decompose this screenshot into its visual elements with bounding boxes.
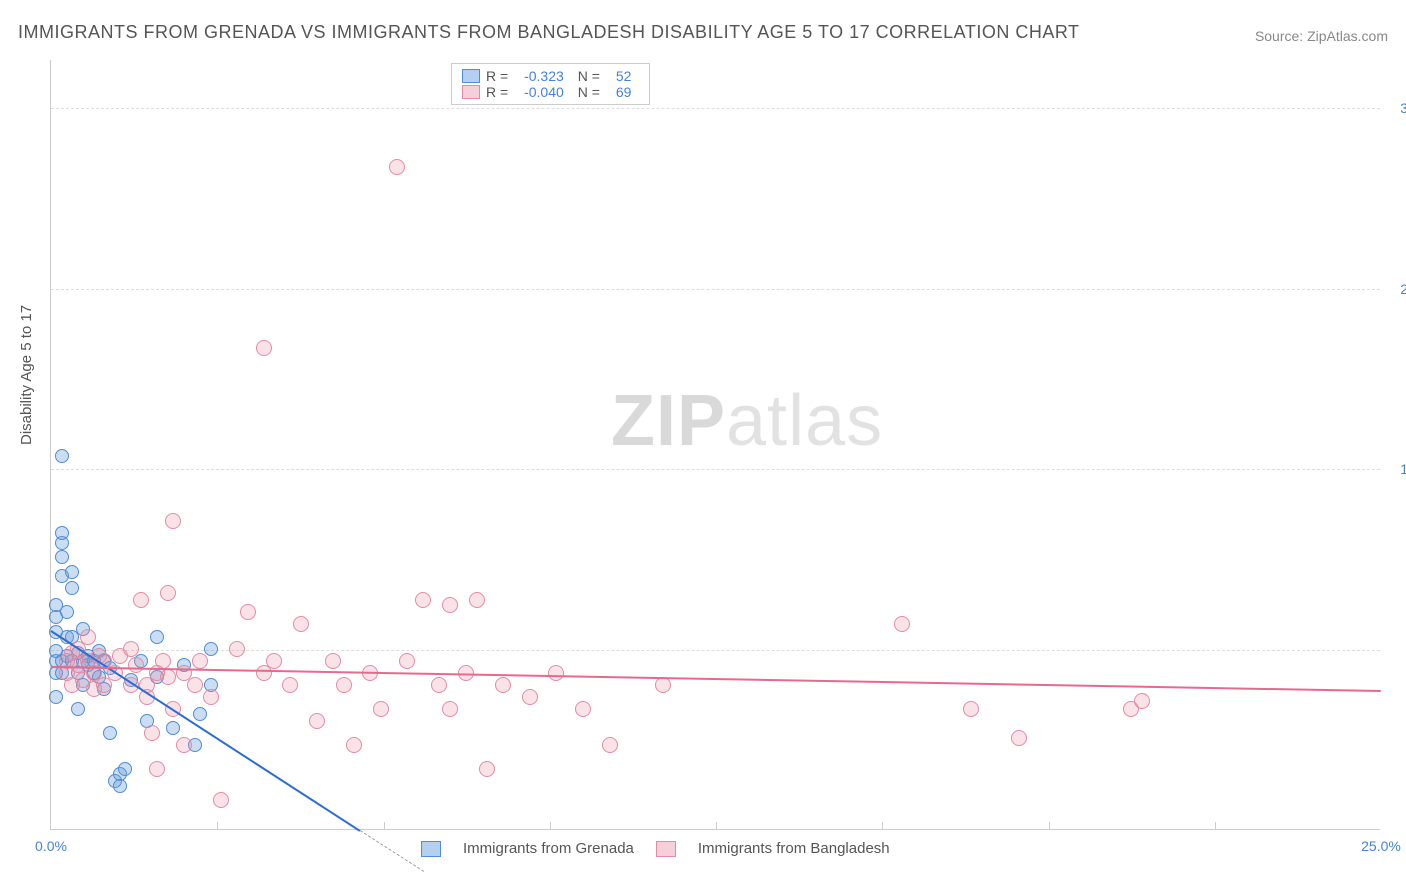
swatch-blue-icon	[421, 841, 441, 857]
chart-title: IMMIGRANTS FROM GRENADA VS IMMIGRANTS FR…	[18, 22, 1080, 43]
gridline	[1049, 822, 1050, 830]
x-tick-label: 0.0%	[35, 838, 67, 854]
data-point	[155, 653, 171, 669]
data-point	[160, 585, 176, 601]
data-point	[80, 629, 96, 645]
data-point	[325, 653, 341, 669]
gridline	[550, 822, 551, 830]
y-tick-label: 30.0%	[1385, 100, 1406, 116]
gridline	[217, 822, 218, 830]
data-point	[55, 449, 69, 463]
data-point	[389, 159, 405, 175]
data-point	[495, 677, 511, 693]
data-point	[150, 630, 164, 644]
data-point	[293, 616, 309, 632]
data-point	[963, 701, 979, 717]
stats-row: R = -0.323 N = 52	[462, 68, 639, 84]
data-point	[548, 665, 564, 681]
data-point	[479, 761, 495, 777]
data-point	[103, 726, 117, 740]
gridline	[51, 469, 1380, 470]
trend-line	[359, 830, 423, 872]
legend: Immigrants from Grenada Immigrants from …	[421, 840, 890, 857]
data-point	[65, 581, 79, 595]
source-label: Source: ZipAtlas.com	[1255, 28, 1388, 44]
data-point	[373, 701, 389, 717]
watermark: ZIPatlas	[611, 380, 883, 462]
data-point	[118, 762, 132, 776]
data-point	[442, 701, 458, 717]
gridline	[51, 650, 1380, 651]
data-point	[256, 340, 272, 356]
data-point	[204, 642, 218, 656]
gridline	[384, 822, 385, 830]
gridline	[882, 822, 883, 830]
data-point	[149, 761, 165, 777]
data-point	[469, 592, 485, 608]
data-point	[144, 725, 160, 741]
data-point	[309, 713, 325, 729]
data-point	[431, 677, 447, 693]
data-point	[71, 702, 85, 716]
y-axis-label: Disability Age 5 to 17	[18, 305, 35, 445]
data-point	[203, 689, 219, 705]
data-point	[60, 605, 74, 619]
data-point	[193, 707, 207, 721]
data-point	[192, 653, 208, 669]
data-point	[160, 669, 176, 685]
data-point	[415, 592, 431, 608]
data-point	[128, 657, 144, 673]
y-tick-label: 7.5%	[1385, 642, 1406, 658]
data-point	[336, 677, 352, 693]
gridline	[51, 108, 1380, 109]
swatch-blue-icon	[462, 69, 480, 83]
data-point	[229, 641, 245, 657]
data-point	[176, 737, 192, 753]
legend-label: Immigrants from Grenada	[463, 840, 634, 857]
gridline	[1215, 822, 1216, 830]
data-point	[133, 592, 149, 608]
data-point	[442, 597, 458, 613]
trend-line	[51, 666, 1381, 692]
data-point	[187, 677, 203, 693]
data-point	[522, 689, 538, 705]
data-point	[165, 513, 181, 529]
data-point	[894, 616, 910, 632]
stats-row: R = -0.040 N = 69	[462, 84, 639, 100]
legend-label: Immigrants from Bangladesh	[698, 840, 890, 857]
y-tick-label: 22.5%	[1385, 281, 1406, 297]
data-point	[55, 526, 69, 540]
data-point	[602, 737, 618, 753]
data-point	[49, 690, 63, 704]
data-point	[123, 641, 139, 657]
data-point	[65, 565, 79, 579]
data-point	[113, 779, 127, 793]
plot-area: ZIPatlas R = -0.323 N = 52 R = -0.040 N …	[50, 60, 1380, 830]
data-point	[1011, 730, 1027, 746]
data-point	[346, 737, 362, 753]
data-point	[575, 701, 591, 717]
x-tick-label: 25.0%	[1361, 838, 1401, 854]
data-point	[1134, 693, 1150, 709]
data-point	[282, 677, 298, 693]
gridline	[716, 822, 717, 830]
data-point	[240, 604, 256, 620]
gridline	[51, 289, 1380, 290]
data-point	[266, 653, 282, 669]
data-point	[399, 653, 415, 669]
y-tick-label: 15.0%	[1385, 461, 1406, 477]
data-point	[213, 792, 229, 808]
swatch-pink-icon	[462, 85, 480, 99]
swatch-pink-icon	[656, 841, 676, 857]
correlation-stats-box: R = -0.323 N = 52 R = -0.040 N = 69	[451, 63, 650, 105]
data-point	[166, 721, 180, 735]
data-point	[55, 550, 69, 564]
